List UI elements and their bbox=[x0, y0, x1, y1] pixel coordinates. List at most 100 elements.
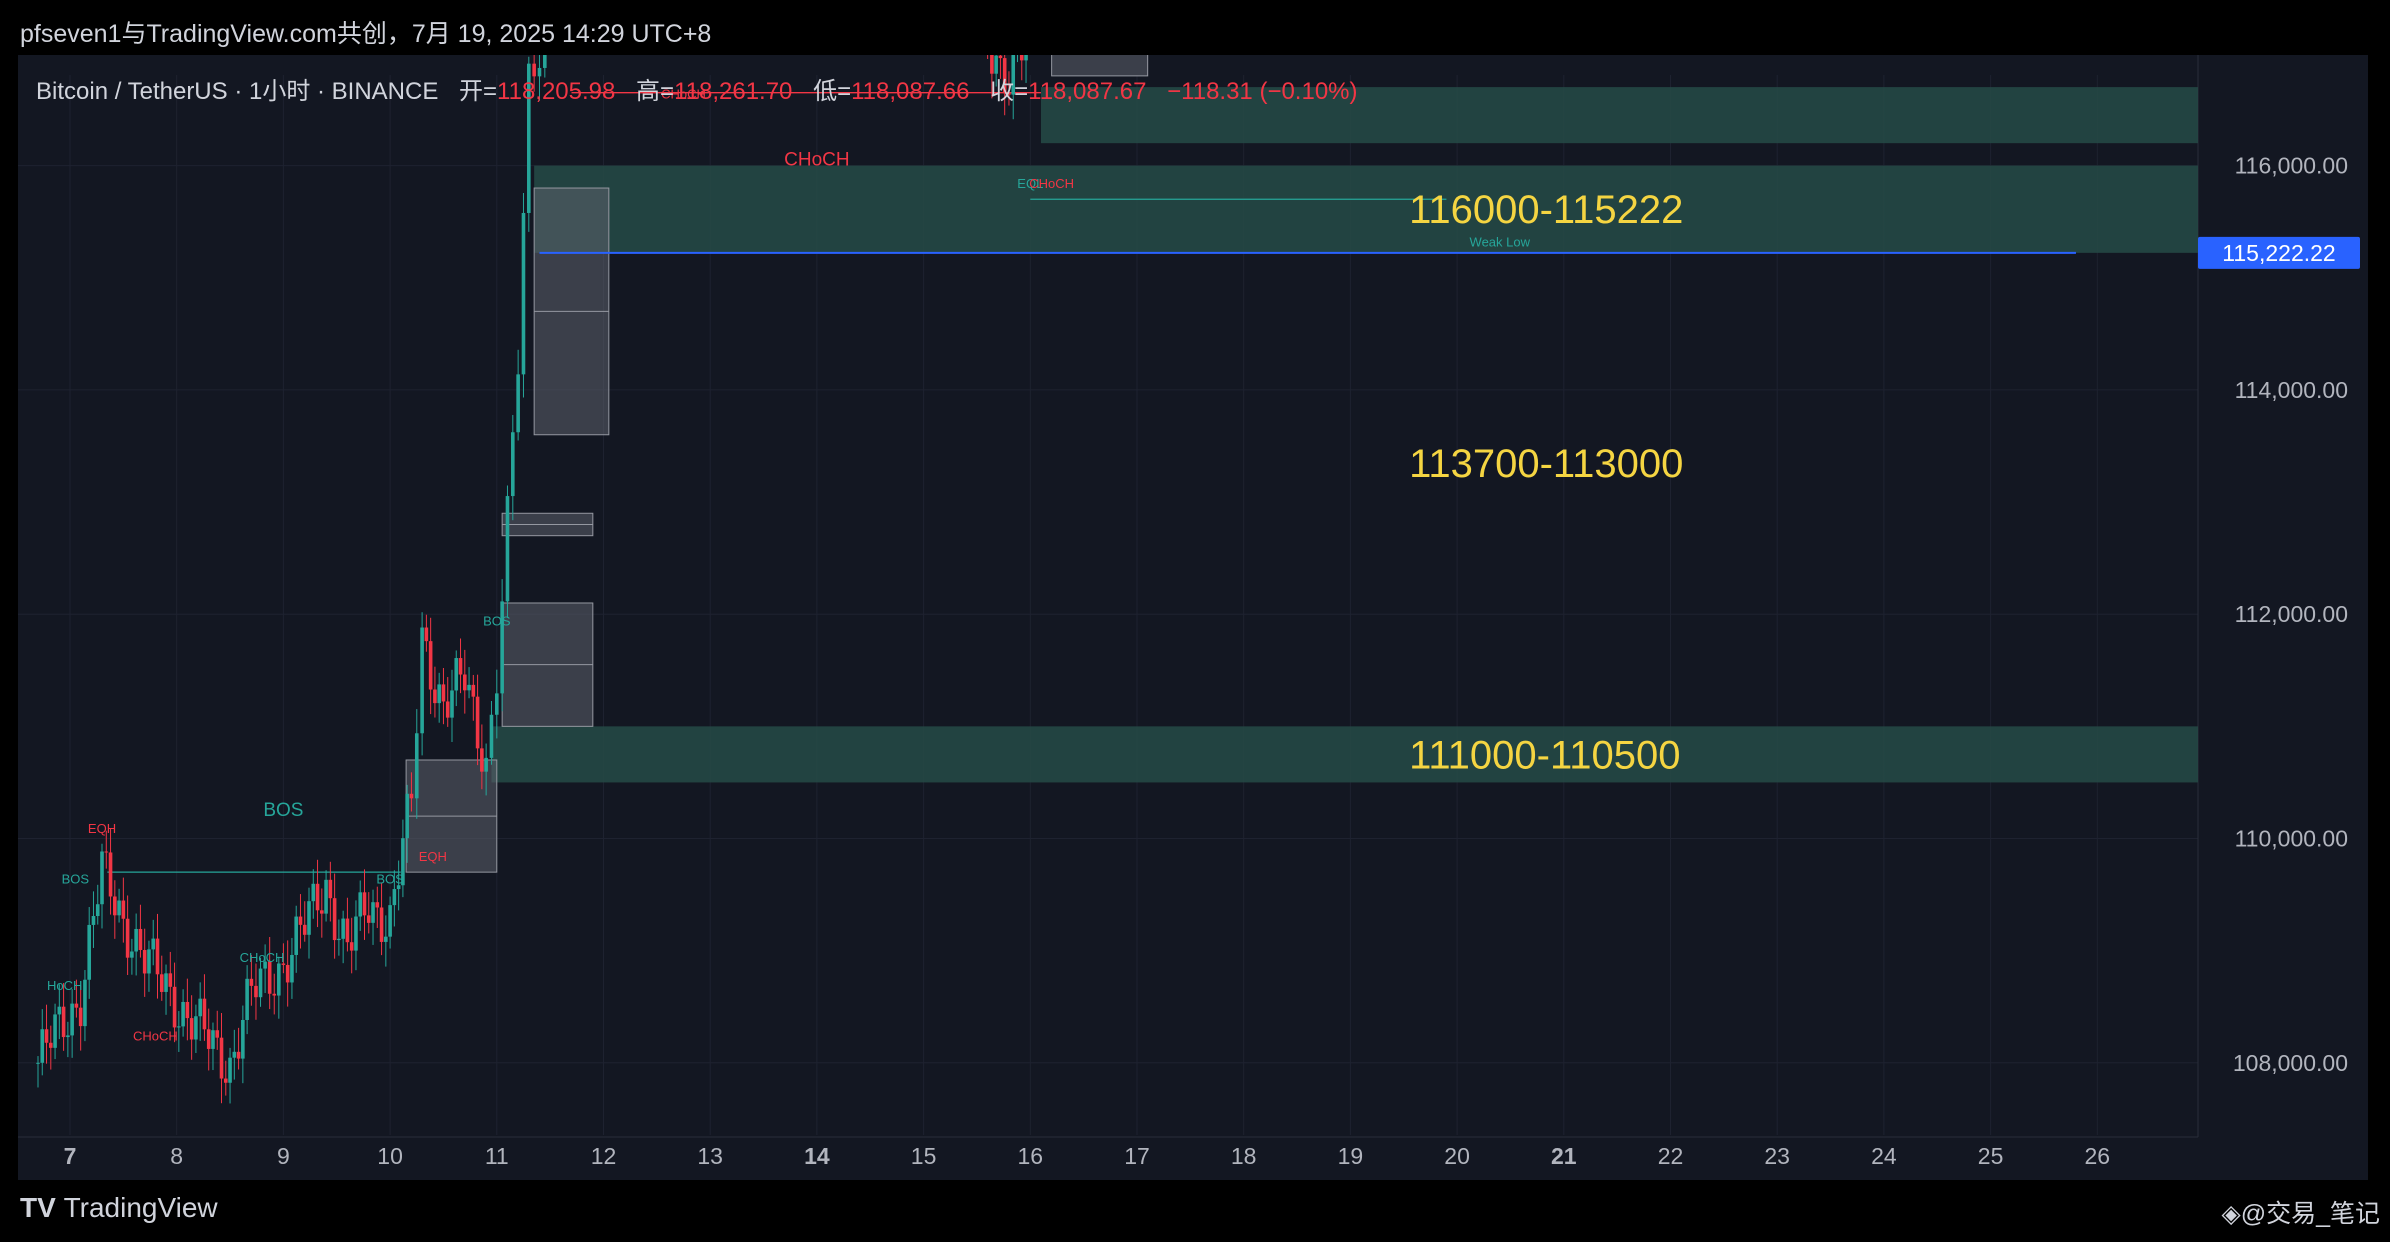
chart-panel[interactable]: Bitcoin / TetherUS · 1小时 · BINANCE 开=118… bbox=[18, 0, 2368, 1180]
candle-body bbox=[272, 993, 277, 996]
x-tick-label: 24 bbox=[1871, 1143, 1897, 1169]
candle-body bbox=[405, 793, 409, 839]
candle-body bbox=[177, 1026, 181, 1028]
candle-body bbox=[328, 879, 333, 899]
watermark: ◈@交易_笔记 bbox=[2221, 1194, 2380, 1230]
candle-body bbox=[311, 883, 316, 902]
x-tick-label: 8 bbox=[170, 1143, 183, 1169]
candle-body bbox=[480, 748, 484, 772]
x-tick-label: 19 bbox=[1338, 1143, 1364, 1169]
candle-body bbox=[36, 1062, 40, 1064]
low-value: 118,087.66 bbox=[851, 78, 970, 105]
candle-body bbox=[341, 918, 345, 939]
open-value: 118,205.98 bbox=[497, 78, 616, 105]
structure-label: EQL bbox=[1017, 176, 1043, 191]
candle-body bbox=[254, 985, 258, 998]
candle-body bbox=[168, 973, 173, 987]
candle-body bbox=[462, 674, 467, 691]
candle-body bbox=[511, 432, 515, 497]
candle-body bbox=[450, 690, 454, 718]
symbol-name[interactable]: Bitcoin / TetherUS · 1小时 · BINANCE bbox=[36, 78, 439, 105]
candle-body bbox=[206, 1029, 211, 1049]
candle-body bbox=[1024, 35, 1028, 61]
candle-body bbox=[294, 916, 299, 955]
candle-body bbox=[500, 601, 504, 694]
structure-label: BOS bbox=[483, 613, 511, 628]
candle-body bbox=[354, 916, 358, 951]
x-tick-label: 25 bbox=[1978, 1143, 2004, 1169]
watermark-text: @交易_笔记 bbox=[2240, 1200, 2380, 1228]
candle-body bbox=[324, 879, 328, 914]
x-tick-label: 20 bbox=[1444, 1143, 1470, 1169]
zone-demand bbox=[1040, 87, 2198, 144]
candle-body bbox=[441, 684, 446, 702]
high-value: 118,261.70 bbox=[674, 78, 793, 105]
structure-label: EQH bbox=[419, 849, 447, 864]
candle-body bbox=[337, 938, 341, 941]
candle-body bbox=[1002, 58, 1007, 94]
structure-label: HoCH bbox=[47, 978, 82, 993]
logo-text: TradingView bbox=[63, 1192, 218, 1223]
candle-body bbox=[113, 896, 117, 916]
candle-body bbox=[57, 1006, 62, 1015]
candle-body bbox=[104, 851, 109, 853]
candle-body bbox=[388, 905, 392, 937]
x-tick-label: 10 bbox=[377, 1143, 403, 1169]
candle-body bbox=[458, 658, 463, 675]
candle-body bbox=[445, 701, 450, 718]
zone-label: 113700-113000 bbox=[1409, 442, 1683, 486]
structure-label: CHoCH bbox=[133, 1028, 178, 1043]
close-value: 118,087.67 bbox=[1028, 78, 1147, 105]
candle-body bbox=[495, 693, 499, 715]
candle-body bbox=[320, 910, 324, 914]
structure-label: CHoCH bbox=[784, 150, 849, 171]
price-chart[interactable]: Strong HighWeak LowBOSBOSCHoCHEQHEQHBOSB… bbox=[18, 0, 2368, 1180]
x-tick-label: 16 bbox=[1018, 1143, 1044, 1169]
candle-body bbox=[66, 1035, 70, 1038]
y-tick-label: 112,000.00 bbox=[2235, 601, 2348, 627]
candle-body bbox=[475, 696, 480, 749]
tradingview-logo[interactable]: TV TradingView bbox=[20, 1192, 218, 1224]
candle-body bbox=[74, 1003, 79, 1008]
price-tag-label: 115,222.22 bbox=[2222, 240, 2335, 266]
x-tick-label: 9 bbox=[277, 1143, 290, 1169]
structure-label: BOS bbox=[263, 800, 303, 821]
tv-logo-icon: TV bbox=[20, 1192, 64, 1223]
candle-body bbox=[409, 793, 414, 799]
footer-bar: TV TradingView ◈@交易_笔记 bbox=[0, 1180, 2390, 1242]
x-tick-label: 17 bbox=[1124, 1143, 1150, 1169]
candle-body bbox=[392, 889, 397, 906]
candle-body bbox=[164, 973, 168, 992]
candle-body bbox=[108, 852, 113, 897]
candle-body bbox=[61, 1006, 66, 1038]
candle-body bbox=[467, 684, 471, 691]
x-tick-label: 15 bbox=[911, 1143, 937, 1169]
y-tick-label: 110,000.00 bbox=[2235, 826, 2348, 852]
candle-body bbox=[211, 1030, 215, 1049]
candle-body bbox=[998, 55, 1003, 59]
candle-body bbox=[345, 918, 350, 943]
candle-body bbox=[228, 1057, 232, 1083]
low-label: 低= bbox=[813, 78, 852, 105]
candle-body bbox=[53, 1014, 57, 1048]
candle-body bbox=[371, 902, 375, 923]
candle-body bbox=[245, 978, 249, 1020]
candle-body bbox=[362, 892, 367, 916]
candle-body bbox=[155, 938, 160, 975]
candle-body bbox=[48, 1042, 53, 1048]
x-tick-label: 12 bbox=[591, 1143, 617, 1169]
candle-body bbox=[527, 63, 531, 213]
candle-body bbox=[537, 67, 542, 77]
candle-body bbox=[125, 918, 130, 958]
candle-body bbox=[401, 838, 405, 886]
y-tick-label: 116,000.00 bbox=[2235, 153, 2348, 179]
x-tick-label: 13 bbox=[697, 1143, 723, 1169]
candle-body bbox=[130, 951, 134, 958]
candle-body bbox=[223, 1078, 228, 1083]
candle-body bbox=[532, 63, 536, 77]
candle-body bbox=[181, 1001, 185, 1027]
close-label: 收= bbox=[990, 78, 1029, 105]
candle-body bbox=[236, 1051, 241, 1059]
candle-body bbox=[159, 974, 164, 992]
structure-label: Weak Low bbox=[1470, 234, 1531, 249]
